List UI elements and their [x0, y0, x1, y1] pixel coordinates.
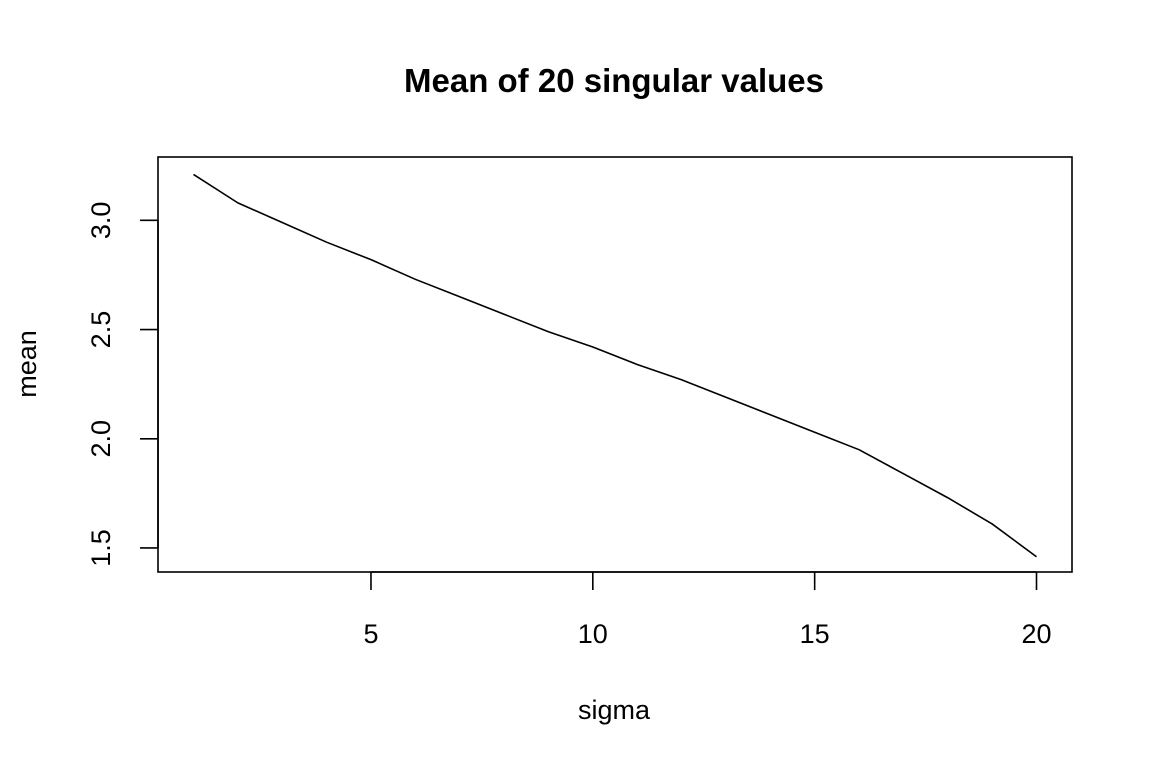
y-axis: 1.5 2.0 2.5 3.0 — [86, 202, 159, 567]
y-tick-label: 1.5 — [86, 529, 116, 567]
x-tick-label: 10 — [578, 619, 608, 649]
y-tick-label: 2.5 — [86, 311, 116, 349]
x-tick-label: 5 — [363, 619, 378, 649]
x-axis-label: sigma — [578, 695, 651, 725]
y-axis-label: mean — [12, 330, 42, 398]
y-tick-label: 3.0 — [86, 202, 116, 240]
series-line — [193, 173, 1037, 558]
x-axis: 5 10 15 20 — [363, 571, 1052, 649]
series-group — [193, 173, 1037, 558]
x-tick-label: 15 — [800, 619, 830, 649]
x-tick-label: 20 — [1021, 619, 1051, 649]
plot-frame — [157, 156, 1073, 573]
y-tick-label: 2.0 — [86, 420, 116, 458]
chart-title: Mean of 20 singular values — [404, 62, 824, 99]
